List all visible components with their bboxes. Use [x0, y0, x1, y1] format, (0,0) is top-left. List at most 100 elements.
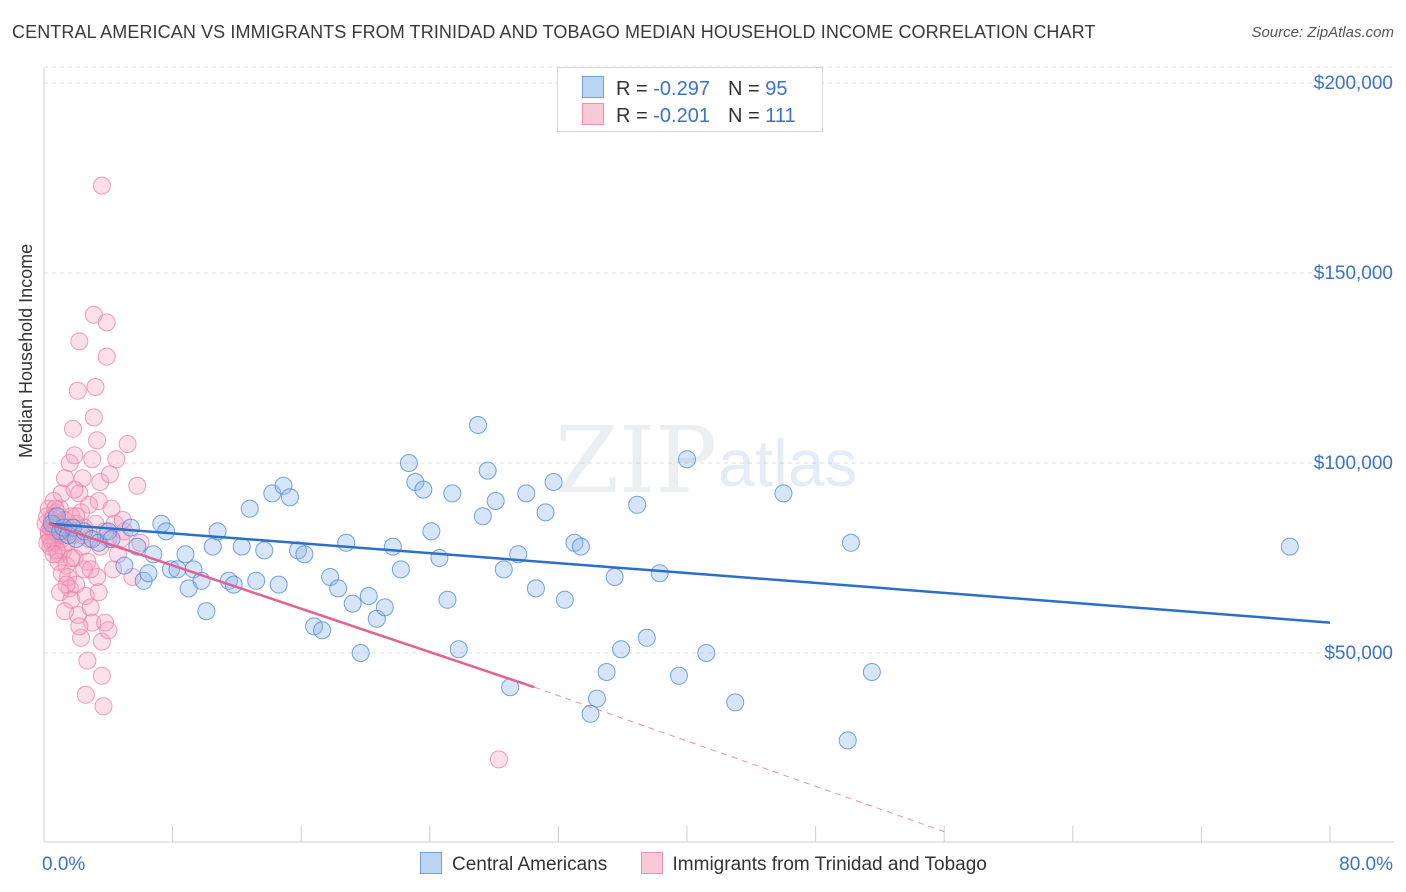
data-point-trinidad — [88, 431, 107, 450]
legend-r-value: -0.297 — [653, 78, 710, 100]
data-point-trinidad — [88, 568, 107, 586]
data-point-trinidad — [55, 602, 74, 621]
data-point-trinidad — [97, 313, 116, 332]
data-point-central-american — [269, 575, 288, 594]
axes — [43, 68, 1394, 843]
data-point-central-american — [313, 621, 332, 640]
data-point-central-american — [139, 564, 158, 583]
data-point-central-american — [697, 644, 716, 662]
data-point-trinidad — [92, 666, 111, 685]
data-point-trinidad — [97, 347, 116, 366]
data-point-central-american — [422, 522, 441, 541]
data-point-trinidad — [118, 435, 137, 453]
legend-item-trinidad[interactable]: Immigrants from Trinidad and Tobago — [640, 852, 987, 876]
source-credit: Source: ZipAtlas.com — [1251, 24, 1394, 41]
data-point-trinidad — [108, 545, 127, 564]
data-point-trinidad — [91, 473, 110, 491]
trend-line-central-american — [48, 522, 1331, 624]
data-point-central-american — [536, 503, 555, 522]
legend-row-trinidad: R = -0.201 N = 111 — [582, 103, 796, 127]
data-point-central-american — [203, 537, 222, 556]
data-point-central-american — [669, 666, 688, 685]
data-point-trinidad — [44, 545, 63, 564]
data-point-central-american — [841, 533, 860, 552]
data-point-central-american — [224, 575, 243, 594]
legend-r-value: -0.201 — [653, 105, 710, 127]
data-point-central-american — [544, 473, 563, 491]
x-tick-label: 0.0% — [42, 854, 85, 875]
data-point-central-american — [443, 484, 462, 503]
data-point-central-american — [383, 537, 402, 556]
data-point-trinidad — [92, 176, 111, 195]
data-point-central-american — [517, 484, 536, 503]
data-point-trinidad — [102, 499, 121, 518]
data-point-central-american — [197, 602, 216, 621]
data-point-central-american — [478, 461, 497, 480]
legend-label: Immigrants from Trinidad and Tobago — [672, 854, 987, 875]
data-point-central-american — [337, 533, 356, 552]
data-point-trinidad — [80, 495, 99, 514]
data-point-central-american — [486, 492, 505, 510]
data-point-central-american — [637, 628, 656, 647]
data-point-central-american — [774, 484, 793, 503]
y-tick-label: $200,000 — [1314, 73, 1393, 94]
data-point-trinidad — [71, 628, 90, 647]
data-point-trinidad — [57, 575, 76, 594]
legend-r-label: R = — [616, 78, 654, 100]
legend-item-central-americans[interactable]: Central Americans — [420, 852, 607, 876]
data-point-central-american — [581, 704, 600, 723]
data-point-trinidad — [86, 378, 105, 396]
data-point-trinidad — [489, 750, 508, 769]
data-point-central-american — [494, 560, 513, 579]
data-point-trinidad — [44, 492, 63, 510]
data-point-trinidad — [70, 332, 89, 351]
data-point-central-american — [862, 663, 881, 681]
data-point-central-american — [391, 560, 410, 579]
data-point-central-american — [121, 518, 140, 537]
legend-swatch-pink — [640, 852, 663, 874]
data-point-trinidad — [46, 499, 65, 518]
y-tick-label: $150,000 — [1314, 263, 1393, 284]
data-point-trinidad — [65, 446, 84, 465]
data-point-central-american — [430, 549, 449, 567]
data-point-central-american — [351, 644, 370, 662]
data-point-central-american — [438, 590, 457, 609]
y-axis-label: Median Household Income — [16, 243, 36, 458]
x-tick-label: 80.0% — [1339, 854, 1393, 875]
watermark: ZIP atlas — [555, 407, 857, 514]
data-point-trinidad — [52, 564, 71, 583]
x-tick-labels: 0.0% 80.0% — [42, 854, 1393, 875]
data-point-trinidad — [92, 632, 111, 651]
data-point-central-american — [359, 587, 378, 605]
data-point-central-american — [449, 640, 468, 659]
y-tick-labels: $50,000 $100,000 $150,000 $200,000 — [1314, 73, 1393, 664]
data-point-central-american — [612, 640, 631, 659]
data-point-central-american — [329, 579, 348, 598]
data-point-trinidad — [89, 583, 108, 602]
data-point-central-american — [399, 454, 418, 472]
legend-n-value: 95 — [765, 78, 788, 100]
data-point-trinidad — [76, 685, 95, 704]
data-point-central-american — [587, 689, 606, 708]
legend-swatch-blue — [420, 852, 442, 874]
data-point-central-american — [232, 537, 251, 556]
legend-swatch-blue — [582, 76, 604, 98]
data-point-central-american — [597, 663, 616, 681]
data-point-trinidad — [68, 381, 87, 400]
data-point-central-american — [650, 564, 669, 583]
data-point-central-american — [628, 495, 647, 514]
data-point-trinidad — [128, 476, 147, 495]
data-point-central-american — [280, 488, 299, 507]
data-point-central-american — [555, 590, 574, 609]
data-point-central-american — [526, 579, 545, 598]
data-point-central-american — [375, 598, 394, 617]
data-point-trinidad — [51, 583, 70, 602]
legend-swatch-pink — [582, 103, 604, 125]
watermark-atlas: atlas — [718, 426, 857, 500]
data-point-trinidad — [83, 450, 102, 469]
data-point-central-american — [838, 731, 857, 750]
data-point-trinidad — [100, 465, 119, 484]
data-point-trinidad — [94, 697, 113, 716]
correlation-legend: R = -0.297 N = 95 R = -0.201 N = 111 — [557, 67, 823, 132]
